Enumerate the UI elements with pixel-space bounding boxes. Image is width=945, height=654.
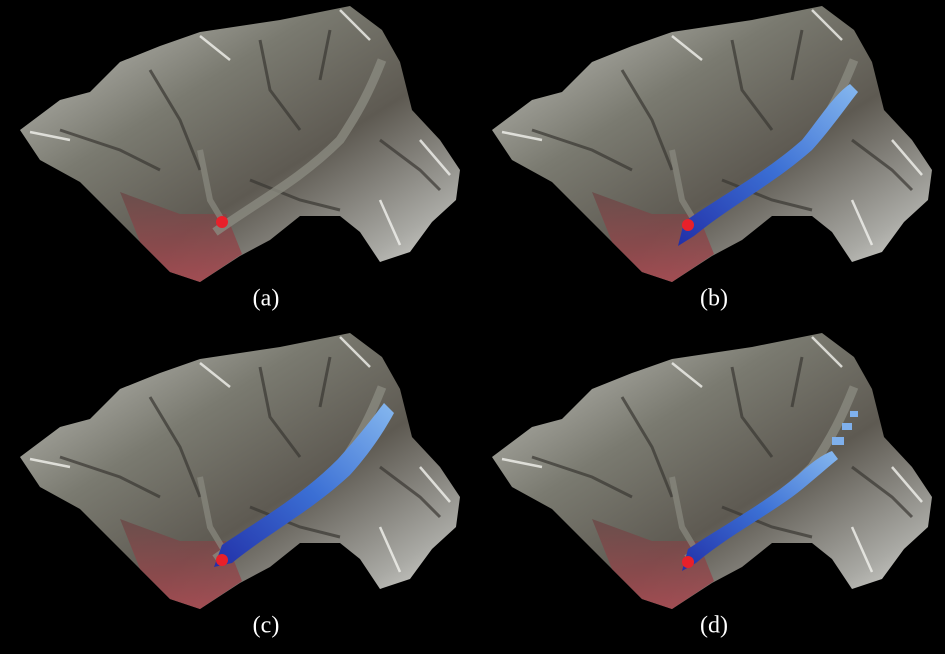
flood-patch (832, 437, 844, 445)
flood-patch (842, 423, 852, 430)
panel-label: (a) (253, 286, 280, 312)
outlet-point (682, 219, 694, 231)
figure: (a) (b) (c) (d) (0, 0, 945, 654)
panel-label: (c) (253, 613, 280, 639)
terrain (20, 6, 460, 282)
panel-c: (c) (20, 333, 460, 639)
panel-d: (d) (492, 333, 932, 639)
outlet-point (682, 556, 694, 568)
page: (a) (b) (c) (d) (() => { const data = JS… (0, 0, 945, 654)
terrain (492, 6, 932, 282)
panel-label: (b) (700, 286, 728, 312)
flood-patch (850, 411, 858, 417)
panel-b: (b) (492, 6, 932, 312)
terrain (492, 333, 932, 609)
panel-a: (a) (20, 6, 460, 312)
panel-label: (d) (700, 613, 728, 639)
outlet-point (216, 216, 228, 228)
outlet-point (216, 554, 228, 566)
terrain (20, 333, 460, 609)
